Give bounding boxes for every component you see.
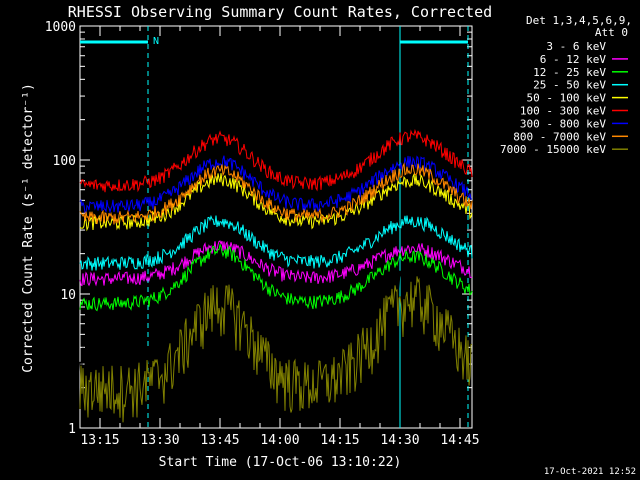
x-axis-label: Start Time (17-Oct-06 13:10:22)	[159, 455, 402, 470]
axes: 1 10 100 1000 13:15 13:30 13:45 14:00 14:15 14:30…	[45, 20, 480, 448]
x-tick-label: 14:15	[320, 433, 359, 448]
series-line-0	[79, 267, 473, 403]
series-line-5	[79, 128, 473, 193]
x-tick-label: 14:30	[380, 433, 419, 448]
legend-label: 100 - 300 keV	[520, 105, 606, 118]
y-tick-label: 10	[60, 288, 76, 303]
series-line-4	[79, 172, 473, 232]
legend-label: 6 - 12 keV	[540, 53, 607, 66]
flag-label: N	[153, 36, 159, 47]
x-tick-label: 14:45	[440, 433, 479, 448]
series-line-7	[79, 162, 473, 225]
legend-label: 800 - 7000 keV	[513, 130, 606, 143]
legend-header-line-2: Att 0	[595, 26, 628, 39]
legend-label: 25 - 50 keV	[533, 79, 606, 92]
series-line-6	[79, 155, 472, 214]
x-tick-label: 14:00	[260, 433, 299, 448]
y-tick-label: 100	[53, 154, 76, 169]
x-tick-label: 13:30	[140, 433, 179, 448]
legend-label: 3 - 6 keV	[546, 40, 606, 53]
series-line-1	[79, 240, 473, 287]
footer-date: 17-Oct-2021 12:52	[544, 467, 636, 477]
legend-label: 50 - 100 keV	[527, 92, 607, 105]
y-tick-label: 1	[68, 422, 76, 437]
y-axis-label: Corrected Count Rate (s⁻¹ detector⁻¹)	[21, 83, 36, 373]
x-tick-label: 13:45	[200, 433, 239, 448]
y-tick-label: 1000	[45, 20, 76, 35]
legend-header-line-1: Det 1,3,4,5,6,9,	[526, 14, 632, 27]
legend-label: 12 - 25 keV	[533, 66, 606, 79]
series-lines	[79, 128, 473, 423]
series-line-8	[79, 276, 473, 423]
legend-label: 7000 - 15000 keV	[500, 143, 606, 156]
series-line-3	[79, 214, 473, 271]
plot-frame	[79, 25, 473, 429]
chart-title: RHESSI Observing Summary Count Rates, Co…	[68, 3, 492, 21]
series-line-2	[79, 243, 473, 312]
x-tick-label: 13:15	[80, 433, 119, 448]
legend-label: 300 - 800 keV	[520, 117, 606, 130]
